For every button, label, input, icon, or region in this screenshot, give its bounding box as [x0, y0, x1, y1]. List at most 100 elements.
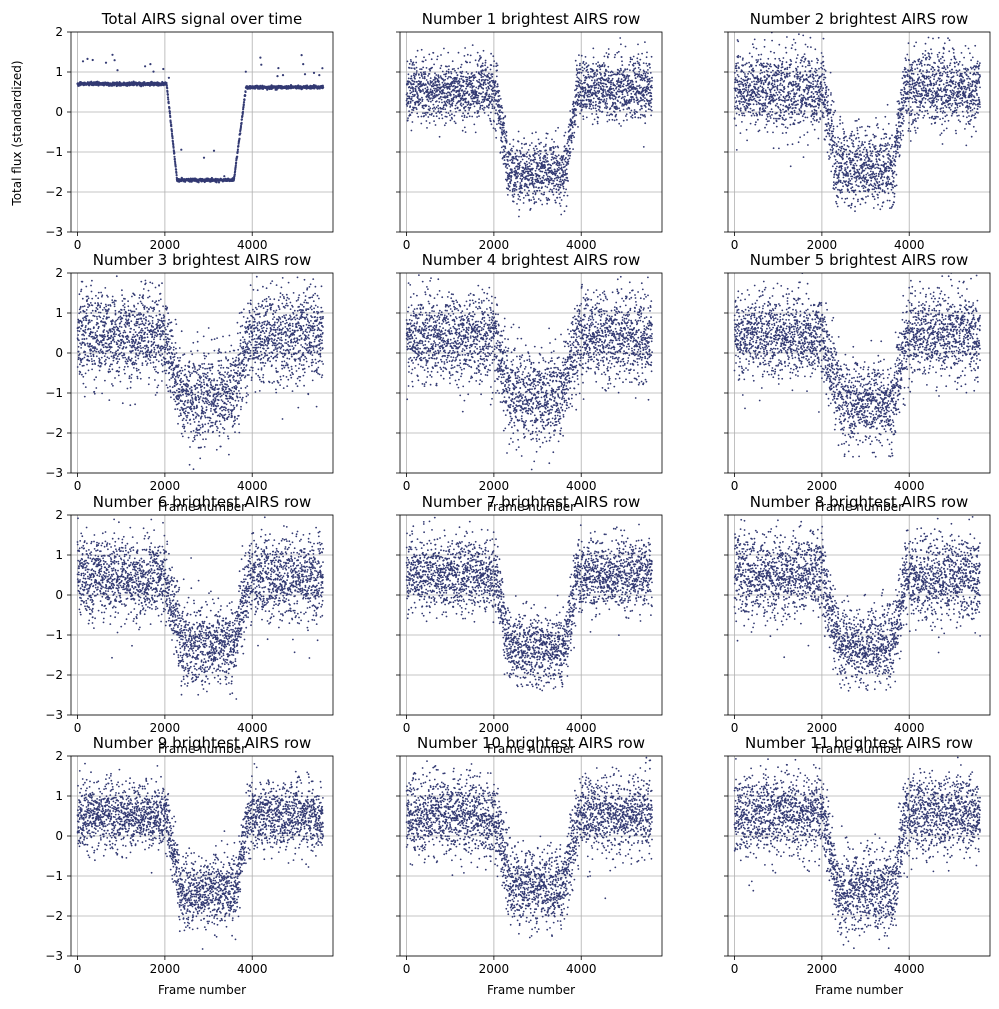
- data-point: [483, 112, 486, 114]
- data-point: [596, 120, 599, 123]
- data-point: [300, 54, 303, 57]
- data-point: [406, 92, 409, 94]
- data-point: [503, 136, 506, 138]
- data-point: [594, 71, 596, 74]
- data-point: [522, 197, 525, 199]
- data-point: [473, 123, 476, 126]
- data-point: [495, 109, 497, 111]
- data-point: [630, 98, 633, 100]
- data-point: [740, 83, 742, 85]
- data-point: [471, 44, 474, 46]
- data-point: [467, 103, 470, 105]
- data-point: [740, 97, 743, 100]
- data-point: [483, 73, 485, 76]
- data-point: [482, 75, 484, 78]
- data-point: [470, 103, 473, 106]
- data-point: [489, 95, 492, 98]
- data-point: [503, 129, 505, 132]
- data-point: [477, 87, 480, 90]
- data-point: [761, 63, 763, 65]
- data-point: [534, 152, 536, 155]
- data-point: [625, 84, 628, 87]
- data-point: [633, 101, 636, 103]
- data-point: [488, 93, 491, 96]
- data-point: [620, 97, 623, 100]
- data-point: [734, 81, 737, 83]
- data-point: [771, 39, 773, 42]
- data-point: [794, 42, 797, 44]
- data-point: [638, 62, 640, 64]
- data-point: [777, 117, 779, 120]
- data-point: [765, 95, 768, 97]
- data-point: [495, 75, 498, 78]
- data-point: [743, 114, 746, 117]
- data-point: [167, 102, 170, 105]
- data-point: [580, 80, 583, 82]
- data-point: [490, 123, 493, 126]
- data-point: [449, 106, 452, 108]
- data-point: [790, 90, 793, 92]
- data-point: [422, 112, 424, 114]
- data-point: [430, 97, 432, 99]
- data-point: [560, 184, 562, 187]
- data-point: [567, 158, 569, 161]
- data-point: [596, 122, 599, 125]
- data-point: [558, 169, 560, 171]
- data-point: [431, 91, 434, 94]
- data-point: [485, 78, 487, 81]
- data-point: [543, 146, 545, 148]
- data-point: [244, 94, 247, 97]
- data-point: [738, 67, 740, 70]
- data-point: [453, 68, 455, 70]
- data-point: [511, 170, 513, 172]
- data-point: [427, 75, 429, 77]
- data-point: [515, 158, 518, 161]
- data-point: [474, 100, 476, 103]
- data-point: [544, 185, 547, 188]
- data-point: [549, 171, 552, 173]
- data-point: [606, 114, 608, 117]
- data-point: [649, 99, 652, 102]
- data-point: [787, 94, 790, 97]
- data-point: [240, 118, 243, 121]
- data-point: [793, 93, 796, 96]
- data-point: [561, 184, 564, 186]
- data-point: [448, 88, 451, 90]
- data-point: [565, 156, 567, 159]
- data-point: [550, 169, 553, 172]
- data-point: [574, 120, 576, 122]
- data-point: [492, 86, 495, 89]
- data-point: [217, 181, 221, 184]
- data-point: [597, 61, 599, 64]
- data-point: [608, 91, 611, 94]
- data-point: [766, 105, 769, 108]
- data-point: [173, 151, 176, 155]
- data-point: [795, 92, 798, 94]
- data-point: [447, 112, 450, 114]
- data-point: [496, 85, 499, 88]
- data-point: [643, 77, 646, 80]
- data-point: [445, 111, 448, 114]
- data-point: [520, 142, 523, 145]
- data-point: [546, 132, 549, 135]
- data-point: [443, 73, 445, 76]
- data-point: [635, 81, 638, 83]
- data-point: [595, 82, 598, 85]
- data-point: [758, 96, 760, 99]
- data-point: [573, 121, 576, 124]
- data-point: [425, 79, 428, 81]
- data-point: [783, 80, 786, 82]
- data-point: [431, 80, 434, 83]
- data-point: [769, 102, 772, 105]
- data-point: [538, 143, 541, 145]
- data-point: [466, 53, 469, 56]
- data-point: [577, 126, 579, 128]
- data-point: [488, 95, 491, 98]
- data-point: [533, 190, 536, 193]
- data-point: [763, 104, 765, 107]
- data-point: [525, 142, 527, 145]
- data-point: [602, 93, 604, 96]
- data-point: [614, 84, 616, 87]
- data-point: [636, 111, 638, 114]
- data-point: [277, 67, 280, 70]
